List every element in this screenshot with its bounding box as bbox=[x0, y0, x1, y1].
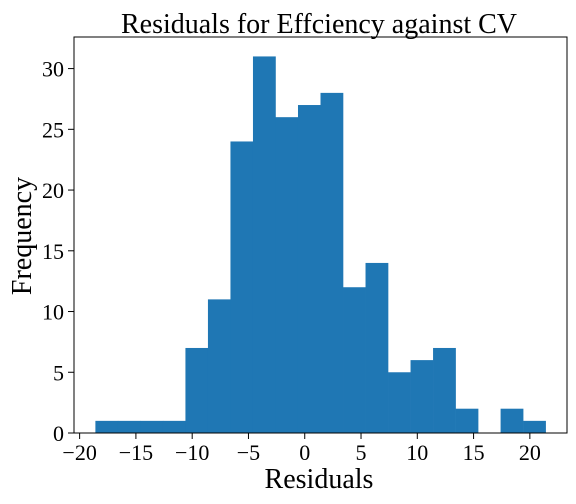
x-tick-label: −5 bbox=[237, 440, 260, 465]
y-tick-label: 15 bbox=[42, 239, 64, 264]
histogram-bar bbox=[297, 105, 321, 433]
plot-frame bbox=[73, 36, 568, 434]
histogram-bar bbox=[230, 141, 254, 434]
x-axis-label: Residuals bbox=[265, 464, 374, 495]
x-tick-label: −15 bbox=[119, 440, 153, 465]
y-tick-label: 5 bbox=[53, 360, 64, 385]
y-tick-label: 0 bbox=[53, 421, 64, 446]
histogram-bar bbox=[523, 420, 546, 433]
histogram-bar bbox=[320, 92, 344, 433]
histogram-bar bbox=[95, 420, 119, 433]
x-tick-label: −20 bbox=[62, 440, 96, 465]
histogram-bar bbox=[140, 420, 164, 433]
x-tick-label: −10 bbox=[175, 440, 209, 465]
histogram-bar bbox=[252, 56, 276, 434]
y-axis-ticks: 0 5 10 15 20 25 30 bbox=[42, 57, 74, 446]
x-tick-label: 0 bbox=[299, 440, 310, 465]
y-tick-label: 10 bbox=[42, 300, 64, 325]
y-tick-label: 20 bbox=[42, 178, 64, 203]
y-tick-label: 25 bbox=[42, 117, 64, 142]
histogram-bar bbox=[343, 287, 366, 433]
histogram-bar bbox=[117, 420, 141, 433]
x-tick-label: 10 bbox=[406, 440, 428, 465]
x-axis-ticks: −20 −15 −10 −5 0 5 10 15 20 bbox=[62, 433, 541, 465]
y-axis-label: Frequency bbox=[7, 177, 38, 295]
y-tick-label: 30 bbox=[42, 57, 64, 82]
histogram-bar bbox=[275, 117, 299, 433]
histogram-bar bbox=[162, 420, 186, 433]
x-tick-label: 20 bbox=[519, 440, 541, 465]
histogram-bar bbox=[433, 347, 456, 433]
histogram-bar bbox=[455, 408, 479, 433]
bars-group bbox=[95, 56, 546, 434]
x-tick-label: 15 bbox=[463, 440, 485, 465]
x-tick-label: 5 bbox=[356, 440, 367, 465]
histogram-bar bbox=[185, 347, 209, 433]
histogram-bar bbox=[410, 360, 434, 433]
histogram-bar bbox=[365, 262, 389, 433]
histogram-bar bbox=[388, 372, 411, 433]
histogram-bar bbox=[207, 299, 231, 433]
histogram-bar bbox=[500, 408, 524, 433]
chart-title: Residuals for Effciency against CV bbox=[121, 9, 517, 40]
